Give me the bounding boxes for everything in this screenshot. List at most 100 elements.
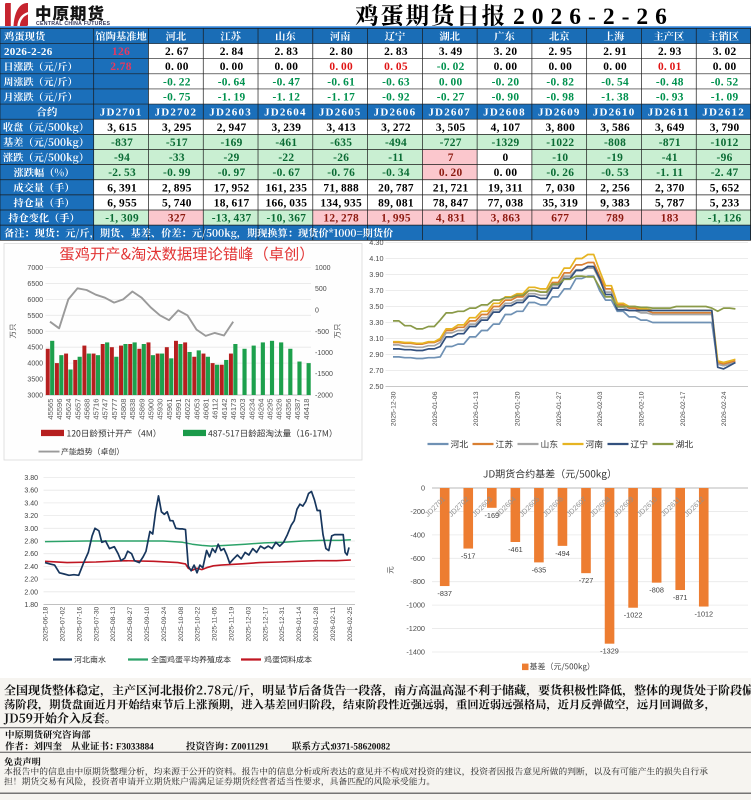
svg-text:-0. 47: -0. 47 bbox=[272, 76, 300, 88]
svg-text:-1012: -1012 bbox=[694, 610, 713, 619]
svg-text:46387: 46387 bbox=[293, 399, 302, 420]
svg-text:45688: 45688 bbox=[82, 399, 91, 420]
svg-text:-1. 19: -1. 19 bbox=[218, 92, 246, 104]
svg-text:45808: 45808 bbox=[119, 399, 128, 420]
svg-text:2025-08-27: 2025-08-27 bbox=[127, 606, 134, 641]
svg-text:2. 95: 2. 95 bbox=[548, 46, 572, 58]
svg-text:46264: 46264 bbox=[256, 399, 265, 420]
svg-text:0. 05: 0. 05 bbox=[384, 61, 408, 73]
svg-text:-1000: -1000 bbox=[315, 350, 333, 357]
svg-text:2025-11-19: 2025-11-19 bbox=[229, 606, 236, 640]
svg-text:3, 586: 3, 586 bbox=[600, 122, 630, 134]
svg-text:789: 789 bbox=[606, 213, 624, 225]
svg-text:-1. 12: -1. 12 bbox=[272, 92, 300, 104]
svg-text:-29: -29 bbox=[224, 152, 240, 164]
svg-text:-494: -494 bbox=[385, 137, 407, 149]
svg-text:JD2611: JD2611 bbox=[648, 107, 690, 119]
svg-text:-1. 38: -1. 38 bbox=[601, 92, 629, 104]
svg-text:2026-02-24: 2026-02-24 bbox=[721, 391, 728, 426]
svg-text:1000: 1000 bbox=[315, 265, 331, 272]
svg-text:-461: -461 bbox=[508, 545, 523, 554]
svg-text:2026-02-11: 2026-02-11 bbox=[330, 606, 337, 640]
svg-text:-0. 75: -0. 75 bbox=[163, 92, 191, 104]
svg-text:3.50: 3.50 bbox=[369, 302, 383, 311]
svg-text:-0. 67: -0. 67 bbox=[272, 167, 300, 179]
svg-text:3000: 3000 bbox=[27, 393, 43, 400]
svg-text:-0. 26: -0. 26 bbox=[546, 167, 574, 179]
svg-text:19, 311: 19, 311 bbox=[488, 182, 523, 194]
svg-text:-871: -871 bbox=[659, 137, 681, 149]
svg-text:-500: -500 bbox=[315, 329, 329, 336]
svg-text:2025-12-30: 2025-12-30 bbox=[391, 391, 398, 426]
svg-text:0: 0 bbox=[503, 152, 509, 164]
svg-text:12, 278: 12, 278 bbox=[323, 213, 359, 225]
svg-text:3500: 3500 bbox=[27, 377, 43, 384]
svg-text:2026-02-03: 2026-02-03 bbox=[597, 391, 604, 426]
svg-text:0. 00: 0. 00 bbox=[603, 61, 627, 73]
svg-text:-0. 64: -0. 64 bbox=[218, 76, 246, 88]
svg-text:3. 49: 3. 49 bbox=[439, 46, 463, 58]
svg-text:134, 935: 134, 935 bbox=[320, 198, 362, 210]
svg-text:2026-02-10: 2026-02-10 bbox=[639, 391, 646, 426]
svg-text:-0. 98: -0. 98 bbox=[546, 92, 574, 104]
svg-text:4, 831: 4, 831 bbox=[436, 213, 466, 225]
svg-text:2.00: 2.00 bbox=[24, 589, 38, 596]
svg-text:-1400: -1400 bbox=[406, 648, 425, 657]
svg-text:21, 721: 21, 721 bbox=[433, 182, 469, 194]
svg-text:3, 295: 3, 295 bbox=[162, 122, 192, 134]
svg-text:2. 91: 2. 91 bbox=[603, 46, 627, 58]
svg-text:4, 107: 4, 107 bbox=[491, 122, 521, 134]
svg-text:-461: -461 bbox=[275, 137, 297, 149]
svg-text:7000: 7000 bbox=[27, 265, 43, 272]
svg-text:-517: -517 bbox=[461, 552, 476, 561]
svg-text:46173: 46173 bbox=[229, 399, 238, 420]
svg-text:46326: 46326 bbox=[275, 399, 284, 420]
svg-text:126: 126 bbox=[112, 46, 130, 58]
svg-text:3.40: 3.40 bbox=[24, 500, 38, 507]
svg-text:2026-01-20: 2026-01-20 bbox=[515, 391, 522, 426]
svg-text:5, 233: 5, 233 bbox=[710, 198, 740, 210]
svg-text:2. 84: 2. 84 bbox=[220, 46, 244, 58]
svg-text:-2. 47: -2. 47 bbox=[711, 167, 739, 179]
svg-text:45747: 45747 bbox=[101, 399, 110, 420]
svg-text:3, 615: 3, 615 bbox=[107, 122, 137, 134]
svg-text:-1. 11: -1. 11 bbox=[656, 167, 683, 179]
svg-text:-1, 126: -1, 126 bbox=[708, 213, 742, 225]
svg-text:-2. 53: -2. 53 bbox=[108, 167, 136, 179]
svg-text:2. 83: 2. 83 bbox=[384, 46, 408, 58]
svg-text:-1329: -1329 bbox=[491, 137, 519, 149]
svg-text:2. 83: 2. 83 bbox=[275, 46, 299, 58]
svg-text:-0. 20: -0. 20 bbox=[492, 76, 520, 88]
svg-text:-1. 09: -1. 09 bbox=[711, 92, 739, 104]
svg-text:4500: 4500 bbox=[27, 345, 43, 352]
svg-text:-0. 22: -0. 22 bbox=[163, 76, 191, 88]
svg-text:3.80: 3.80 bbox=[24, 475, 38, 482]
svg-text:2025-10-22: 2025-10-22 bbox=[195, 606, 202, 641]
svg-text:JD2606: JD2606 bbox=[374, 107, 417, 119]
svg-text:2025-06-18: 2025-06-18 bbox=[43, 606, 50, 641]
svg-text:6, 955: 6, 955 bbox=[107, 198, 137, 210]
svg-text:JD2605: JD2605 bbox=[319, 107, 362, 119]
svg-text:-41: -41 bbox=[662, 152, 678, 164]
svg-text:-0. 48: -0. 48 bbox=[656, 76, 684, 88]
svg-text:-0. 63: -0. 63 bbox=[382, 76, 410, 88]
svg-text:45777: 45777 bbox=[110, 399, 119, 420]
svg-text:45624: 45624 bbox=[64, 399, 73, 420]
svg-text:-1022: -1022 bbox=[624, 611, 643, 620]
svg-text:0. 20: 0. 20 bbox=[439, 167, 463, 179]
svg-text:-19: -19 bbox=[607, 152, 623, 164]
svg-text:JD2610: JD2610 bbox=[593, 107, 636, 119]
svg-text:2026-2-26: 2026-2-26 bbox=[513, 4, 674, 30]
svg-text:-0. 52: -0. 52 bbox=[711, 76, 739, 88]
svg-text:327: 327 bbox=[168, 213, 186, 225]
svg-text:45900: 45900 bbox=[147, 399, 156, 420]
svg-text:2025-08-13: 2025-08-13 bbox=[110, 606, 117, 641]
svg-text:JD2609: JD2609 bbox=[538, 107, 581, 119]
svg-text:2025-10-08: 2025-10-08 bbox=[178, 606, 185, 641]
svg-text:9, 383: 9, 383 bbox=[600, 198, 630, 210]
svg-text:4.30: 4.30 bbox=[369, 238, 383, 247]
svg-text:-0. 93: -0. 93 bbox=[656, 92, 684, 104]
svg-text:0: 0 bbox=[421, 484, 425, 493]
svg-text:1.80: 1.80 bbox=[24, 602, 38, 609]
svg-text:4000: 4000 bbox=[27, 361, 43, 368]
